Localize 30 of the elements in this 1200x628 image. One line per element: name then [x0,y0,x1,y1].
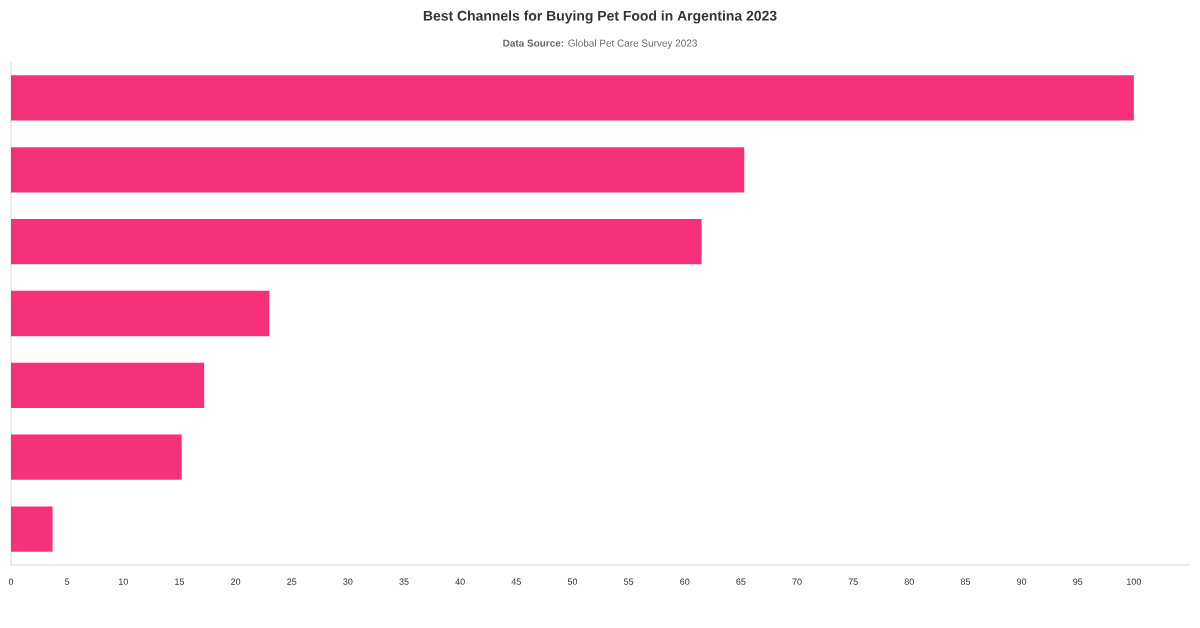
chart-subtitle: Data Source: Global Pet Care Survey 2023 [503,39,697,49]
x-tick-label: 45 [511,578,521,585]
x-tick-label: 15 [175,578,185,585]
chart-title: Best Channels for Buying Pet Food in Argentina 2023 [423,10,777,24]
bar [11,147,745,193]
x-tick-label: 25 [287,578,297,585]
x-tick-label: 65 [736,578,746,585]
x-tick-label: 35 [399,578,409,585]
x-tick-label: 80 [904,578,914,585]
x-tick-label: 0 [8,578,14,585]
x-tick-label: 100 [1127,578,1141,585]
bar [11,290,270,337]
x-tick-label: 10 [119,578,128,585]
x-tick-label: 40 [455,578,465,585]
x-tick-label: 5 [65,578,70,585]
x-tick-label: 55 [623,578,634,585]
bar [11,219,702,265]
x-tick-label: 90 [1017,578,1027,585]
bar [11,434,182,480]
x-tick-label: 50 [567,578,578,585]
x-tick-label: 60 [680,578,690,585]
bar [11,75,1134,121]
x-tick-label: 75 [848,578,858,585]
x-tick-label: 20 [231,578,241,585]
x-tick-label: 95 [1073,578,1083,585]
x-tick-label: 85 [960,578,971,585]
bar [11,362,205,408]
x-tick-label: 30 [343,578,353,585]
x-tick-label: 70 [792,578,802,585]
bar [11,506,53,552]
